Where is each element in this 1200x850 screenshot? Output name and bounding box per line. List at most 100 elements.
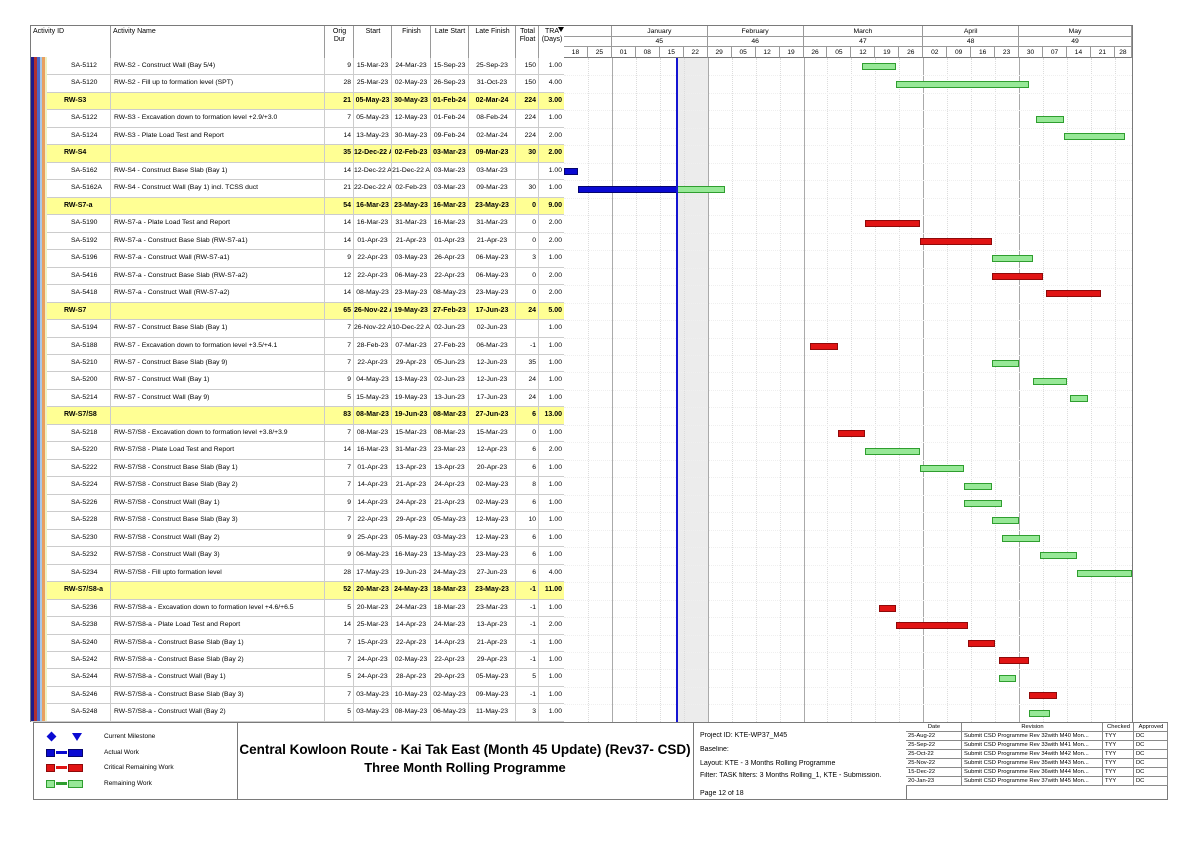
activity-id: SA-5194 <box>31 320 111 337</box>
timescale-month-numbers: 45 46 47 48 49 <box>564 37 1132 47</box>
table-row: SA-5236 RW-S7/S8-a - Excavation down to f… <box>31 599 565 618</box>
gantt-row-line <box>564 285 1132 287</box>
revision-cell: TYY <box>1103 768 1134 777</box>
activity-name: RW-S7 - Construct Wall (Bay 9) <box>111 389 325 407</box>
revision-cell: Submit CSD Programme Rev 36with M44 Mon.… <box>962 768 1103 777</box>
legend-label: Remaining Work <box>104 779 152 787</box>
tra-value: 2.00 <box>539 267 565 285</box>
table-row: SA-5226 RW-S7/S8 - Construct Wall (Bay 1)… <box>31 494 565 513</box>
orig-dur: 9 <box>325 58 354 75</box>
table-row: SA-5228 RW-S7/S8 - Construct Base Slab (B… <box>31 512 565 530</box>
margin-stripe <box>39 57 42 721</box>
tra-value: 1.00 <box>539 110 565 127</box>
late-finish-date: 21-Apr-23 <box>469 232 516 250</box>
table-row: SA-5416 RW-S7-a - Construct Base Slab (RW… <box>31 267 565 286</box>
activity-name: RW-S7 - Construct Base Slab (Bay 1) <box>111 320 325 337</box>
month-number: 48 <box>923 37 1020 47</box>
tra-value: 9.00 <box>539 197 565 215</box>
gantt-row-line <box>564 512 1132 514</box>
critical-work-bar <box>1046 290 1102 298</box>
activity-id: SA-5124 <box>31 127 111 145</box>
gantt-row-line <box>564 162 1132 164</box>
activity-table-header: Activity ID Activity Name Orig Dur Start Fin… <box>31 26 565 59</box>
critical-work-bar <box>810 342 838 350</box>
tra-value: 1.00 <box>539 354 565 372</box>
tra-value: 1.00 <box>539 424 565 442</box>
actual-work-bar <box>564 168 578 176</box>
activity-id: SA-5240 <box>31 634 111 651</box>
orig-dur: 83 <box>325 407 354 424</box>
start-date: 25-Apr-23 <box>354 529 392 547</box>
late-start-date: 16-Mar-23 <box>431 197 469 215</box>
actual-bar-icon <box>56 750 67 754</box>
legend-item-actual: Actual Work <box>42 746 232 760</box>
table-row: SA-5418 RW-S7-a - Construct Wall (RW-S7-a… <box>31 285 565 303</box>
week-label: 19 <box>875 47 900 58</box>
late-finish-date: 12-May-23 <box>469 529 516 547</box>
activity-id: SA-5236 <box>31 599 111 617</box>
gantt-row-line <box>564 494 1132 496</box>
remaining-work-bar <box>861 63 896 71</box>
column-header-late-start: Late Start <box>431 26 469 58</box>
finish-date: 15-Mar-23 <box>392 424 431 442</box>
column-header-activity-name: Activity Name <box>111 26 325 58</box>
gantt-row-line <box>564 180 1132 182</box>
activity-id: SA-5122 <box>31 110 111 127</box>
activity-name: RW-S7/S8 - Plate Load Test and Report <box>111 442 325 459</box>
late-finish-date: 12-Jun-23 <box>469 372 516 389</box>
orig-dur: 14 <box>325 127 354 145</box>
activity-name: RW-S7 - Excavation down to formation lev… <box>111 337 325 354</box>
revision-cell: DC <box>1134 741 1168 750</box>
late-start-date: 29-Apr-23 <box>431 669 469 686</box>
gantt-row-line <box>564 686 1132 688</box>
finish-date: 31-Mar-23 <box>392 215 431 232</box>
revision-cell: Submit CSD Programme Rev 35with M43 Mon.… <box>962 759 1103 768</box>
activity-name: RW-S7/S8-a - Construct Wall (Bay 2) <box>111 704 325 721</box>
total-float: 35 <box>516 354 539 372</box>
month-label-january: January <box>611 26 708 37</box>
summary-row: RW-S7 65 26-Nov-22 A 19-May-23 27-Feb-23 17-J… <box>31 302 565 321</box>
total-float: -1 <box>516 617 539 634</box>
activity-id: SA-5200 <box>31 372 111 389</box>
total-float <box>516 320 539 337</box>
legend: Current Milestone Actual Work Critical Rem… <box>34 723 237 799</box>
gantt-row-line <box>564 215 1132 217</box>
margin-stripe <box>34 57 37 721</box>
activity-id: SA-5234 <box>31 564 111 582</box>
layout-label: Layout: KTE - 3 Months Rolling Programme <box>700 760 836 767</box>
tra-value: 1.00 <box>539 512 565 529</box>
critical-work-bar <box>998 657 1030 665</box>
late-finish-date: 06-Mar-23 <box>469 337 516 354</box>
activity-id: SA-5416 <box>31 267 111 285</box>
late-finish-date: 23-May-23 <box>469 547 516 564</box>
week-label: 30 <box>1019 47 1044 58</box>
revision-cell: TYY <box>1103 732 1134 741</box>
week-label: 26 <box>803 47 828 58</box>
activity-name: RW-S7-a - Construct Wall (RW-S7-a1) <box>111 250 325 267</box>
gantt-row-line <box>564 75 1132 77</box>
tra-value: 1.00 <box>539 180 565 197</box>
tra-value: 1.00 <box>539 494 565 512</box>
activity-id: RW-S3 <box>31 92 111 110</box>
activity-name <box>111 582 325 599</box>
start-date: 16-Mar-23 <box>354 197 392 215</box>
activity-name: RW-S7/S8-a - Construct Base Slab (Bay 1) <box>111 634 325 651</box>
late-start-date: 13-May-23 <box>431 547 469 564</box>
gantt-row-line <box>564 320 1132 322</box>
late-start-date: 23-Mar-23 <box>431 442 469 459</box>
late-finish-date: 09-Mar-23 <box>469 145 516 162</box>
week-label: 12 <box>851 47 876 58</box>
start-date: 20-Mar-23 <box>354 582 392 599</box>
table-row: SA-5194 RW-S7 - Construct Base Slab (Bay … <box>31 320 565 338</box>
tra-value: 1.00 <box>539 459 565 477</box>
finish-date: 02-May-23 <box>392 651 431 669</box>
total-float: 6 <box>516 547 539 564</box>
critical-work-bar <box>1029 692 1057 700</box>
tra-value: 2.00 <box>539 232 565 250</box>
late-start-date: 02-Jun-23 <box>431 320 469 337</box>
late-start-date: 05-Jun-23 <box>431 354 469 372</box>
activity-id: SA-5162A <box>31 180 111 197</box>
table-row: SA-5224 RW-S7/S8 - Construct Base Slab (B… <box>31 477 565 495</box>
orig-dur: 5 <box>325 389 354 407</box>
activity-id: SA-5196 <box>31 250 111 267</box>
